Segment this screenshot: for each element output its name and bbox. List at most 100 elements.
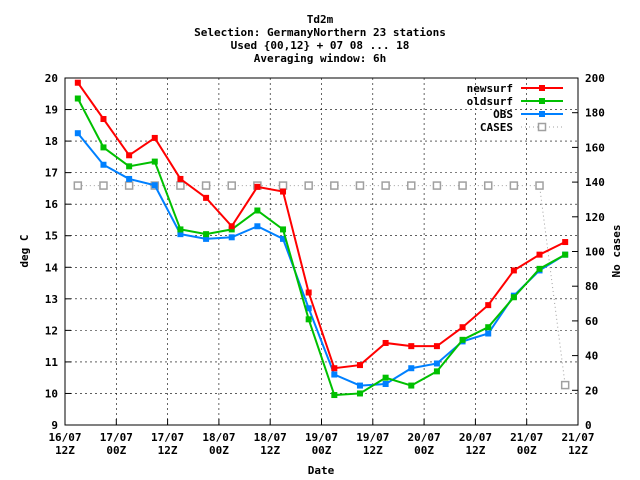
series-line-OBS	[77, 132, 566, 387]
data-point-oldsurf	[459, 336, 466, 343]
data-point-CASES	[407, 181, 416, 190]
data-point-newsurf	[562, 239, 569, 246]
y-tick-label: 10	[45, 387, 58, 400]
data-point-CASES	[304, 181, 313, 190]
x-tick-label-hour: 12Z	[568, 444, 588, 457]
data-point-CASES	[432, 181, 442, 190]
x-tick-label-date: 20/07	[408, 431, 441, 444]
data-point-OBS	[356, 382, 363, 389]
data-point-newsurf	[382, 339, 389, 346]
y2-tick-label: 120	[585, 211, 605, 224]
data-point-oldsurf	[331, 392, 338, 399]
data-point-oldsurf	[254, 207, 261, 214]
data-point-newsurf	[485, 302, 492, 309]
data-point-CASES	[330, 181, 339, 190]
x-tick-label-date: 19/07	[356, 431, 389, 444]
data-point-oldsurf	[382, 374, 389, 381]
x-tick-label-date: 21/07	[561, 431, 594, 444]
data-point-newsurf	[203, 194, 210, 201]
x-tick-label-hour: 12Z	[55, 444, 75, 457]
x-tick-label-date: 21/07	[510, 431, 543, 444]
legend-marker-newsurf	[539, 85, 545, 91]
y-tick-label: 20	[45, 72, 58, 85]
data-point-newsurf	[459, 324, 466, 331]
y2-axis-label: No cases	[610, 225, 623, 278]
data-point-newsurf	[510, 267, 517, 274]
data-point-CASES	[483, 181, 493, 190]
data-point-newsurf	[356, 362, 363, 369]
data-point-oldsurf	[305, 316, 312, 323]
data-point-newsurf	[100, 116, 107, 123]
x-tick-label-hour: 00Z	[414, 444, 434, 457]
x-tick-label-date: 17/07	[100, 431, 133, 444]
data-point-oldsurf	[280, 226, 287, 233]
data-point-OBS	[126, 175, 133, 182]
y-tick-label: 12	[45, 324, 58, 337]
data-point-CASES	[73, 181, 83, 190]
data-point-CASES	[278, 181, 288, 190]
data-point-oldsurf	[100, 144, 107, 151]
data-point-oldsurf	[356, 390, 363, 397]
data-point-newsurf	[254, 183, 261, 190]
data-point-OBS	[382, 380, 389, 387]
data-point-newsurf	[331, 365, 338, 372]
chart-subtitle-selection: Selection: GermanyNorthern 23 stations	[194, 26, 446, 39]
x-axis-label: Date	[308, 464, 335, 477]
data-point-oldsurf	[485, 324, 492, 331]
data-point-newsurf	[126, 152, 133, 159]
data-point-newsurf	[305, 289, 312, 296]
data-point-OBS	[408, 365, 415, 372]
data-point-CASES	[201, 181, 211, 190]
data-point-CASES	[381, 181, 390, 190]
data-point-oldsurf	[126, 163, 133, 170]
left-axis-ticks: 9 10 11 12 13 14 15 16 17 18 19 20	[45, 72, 71, 432]
data-point-oldsurf	[151, 158, 158, 165]
data-point-CASES	[509, 181, 519, 190]
data-point-CASES	[124, 181, 134, 190]
x-tick-label-date: 17/07	[151, 431, 184, 444]
legend-label-OBS: OBS	[493, 108, 513, 121]
data-point-newsurf	[74, 79, 81, 86]
x-tick-label-date: 18/07	[254, 431, 287, 444]
data-point-newsurf	[536, 251, 543, 258]
legend-marker-CASES	[537, 122, 547, 132]
y2-tick-label: 100	[585, 246, 605, 259]
y-tick-label: 16	[45, 198, 59, 211]
y2-tick-label: 160	[585, 141, 605, 154]
legend-label-newsurf: newsurf	[467, 82, 513, 95]
chart-subtitle-window: Averaging window: 6h	[254, 52, 386, 65]
x-tick-label-hour: 12Z	[363, 444, 383, 457]
y-tick-label: 13	[45, 293, 58, 306]
data-point-OBS	[177, 231, 184, 238]
series-line-oldsurf	[76, 98, 566, 397]
data-point-oldsurf	[562, 251, 569, 258]
data-point-CASES	[535, 181, 544, 190]
data-point-OBS	[485, 330, 492, 337]
data-point-OBS	[151, 182, 158, 189]
data-point-OBS	[74, 130, 81, 137]
series-oldsurf	[74, 95, 569, 399]
x-tick-label-date: 19/07	[305, 431, 338, 444]
data-point-oldsurf	[203, 231, 210, 238]
y2-tick-label: 20	[585, 384, 598, 397]
data-point-oldsurf	[536, 265, 543, 272]
y2-tick-label: 0	[585, 419, 592, 432]
y-tick-label: 11	[45, 356, 59, 369]
legend-marker-OBS	[539, 111, 545, 117]
x-tick-label-date: 20/07	[459, 431, 492, 444]
data-point-oldsurf	[228, 226, 235, 233]
x-tick-label-hour: 00Z	[209, 444, 229, 457]
y2-tick-label: 80	[585, 280, 598, 293]
data-point-CASES	[458, 181, 467, 190]
data-point-newsurf	[151, 134, 158, 141]
x-tick-label-hour: 00Z	[517, 444, 537, 457]
y-tick-label: 19	[45, 104, 58, 117]
data-point-CASES	[227, 181, 236, 190]
data-point-newsurf	[433, 343, 440, 350]
y-tick-label: 15	[45, 230, 58, 243]
y-tick-label: 18	[45, 135, 58, 148]
legend-label-oldsurf: oldsurf	[467, 95, 513, 108]
x-tick-label-hour: 12Z	[260, 444, 280, 457]
